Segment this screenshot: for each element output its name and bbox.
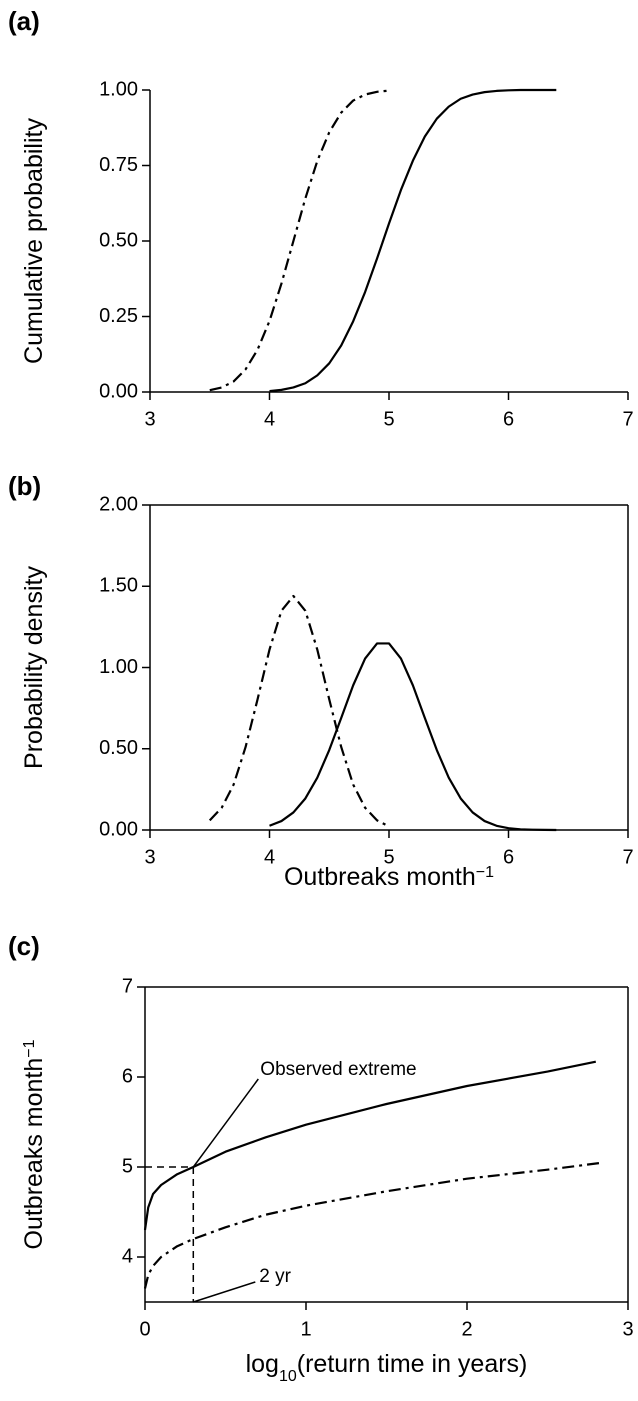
- x-tick-label: 5: [383, 408, 394, 430]
- y-tick-label: 7: [122, 975, 133, 997]
- y-axis-label-part: −1: [21, 1039, 38, 1057]
- y-axis-label: Probability density: [20, 566, 48, 769]
- x-axis-label-part: (return time in years): [297, 1350, 528, 1378]
- x-tick-label: 7: [622, 846, 633, 868]
- annotation-pointer: [192, 1078, 259, 1168]
- y-tick-label: 0.00: [99, 380, 138, 402]
- y-tick-label: 1.00: [99, 78, 138, 100]
- x-tick-label: 6: [503, 846, 514, 868]
- x-tick-label: 7: [622, 408, 633, 430]
- y-axis-label: Cumulative probability: [20, 118, 48, 364]
- series-line: [269, 642, 557, 832]
- y-tick-label: 4: [122, 1245, 133, 1267]
- x-tick-label: 6: [503, 408, 514, 430]
- x-axis-label-part: 10: [279, 1368, 297, 1385]
- x-axis-label-part: log: [246, 1350, 279, 1378]
- annotation-pointer: [193, 1281, 256, 1303]
- x-axis-label-part: −1: [476, 864, 494, 881]
- x-tick-label: 5: [383, 846, 394, 868]
- y-tick-label: 0.50: [99, 737, 138, 759]
- y-axis-label-part: Outbreaks month: [20, 1058, 48, 1250]
- y-tick-label: 5: [122, 1155, 133, 1177]
- x-tick-label: 1: [300, 1318, 311, 1340]
- x-tick-label: 4: [264, 408, 275, 430]
- y-axis-label-part: Cumulative probability: [20, 118, 48, 364]
- y-tick-label: 0.50: [99, 229, 138, 251]
- x-tick-label: 3: [622, 1318, 633, 1340]
- y-axis-label: Outbreaks month−1: [20, 1039, 48, 1249]
- x-tick-label: 3: [144, 408, 155, 430]
- x-tick-label: 2: [461, 1318, 472, 1340]
- x-tick-label: 0: [139, 1318, 150, 1340]
- series-line: [269, 88, 557, 393]
- x-axis-label: Outbreaks month−1: [284, 863, 494, 891]
- x-tick-label: 4: [264, 846, 275, 868]
- panel-label: (a): [8, 6, 40, 36]
- y-axis-label-part: Probability density: [20, 566, 48, 769]
- y-tick-label: 1.50: [99, 575, 138, 597]
- series-line: [208, 594, 390, 828]
- y-tick-label: 0.25: [99, 305, 138, 327]
- y-tick-label: 1.00: [99, 656, 138, 678]
- x-tick-label: 3: [144, 846, 155, 868]
- panel-label: (b): [8, 471, 41, 501]
- annotation: Observed extreme: [260, 1059, 416, 1080]
- y-tick-label: 2.00: [99, 493, 138, 515]
- x-axis-label: log10(return time in years): [246, 1350, 528, 1385]
- annotation: 2 yr: [259, 1266, 291, 1287]
- y-tick-label: 0.75: [99, 154, 138, 176]
- series-line: [143, 1161, 604, 1289]
- y-tick-label: 0.00: [99, 818, 138, 840]
- x-axis-label-part: Outbreaks month: [284, 863, 476, 891]
- series-line: [143, 1060, 597, 1231]
- series-line: [209, 89, 390, 392]
- panel-label: (c): [8, 931, 40, 961]
- y-tick-label: 6: [122, 1065, 133, 1087]
